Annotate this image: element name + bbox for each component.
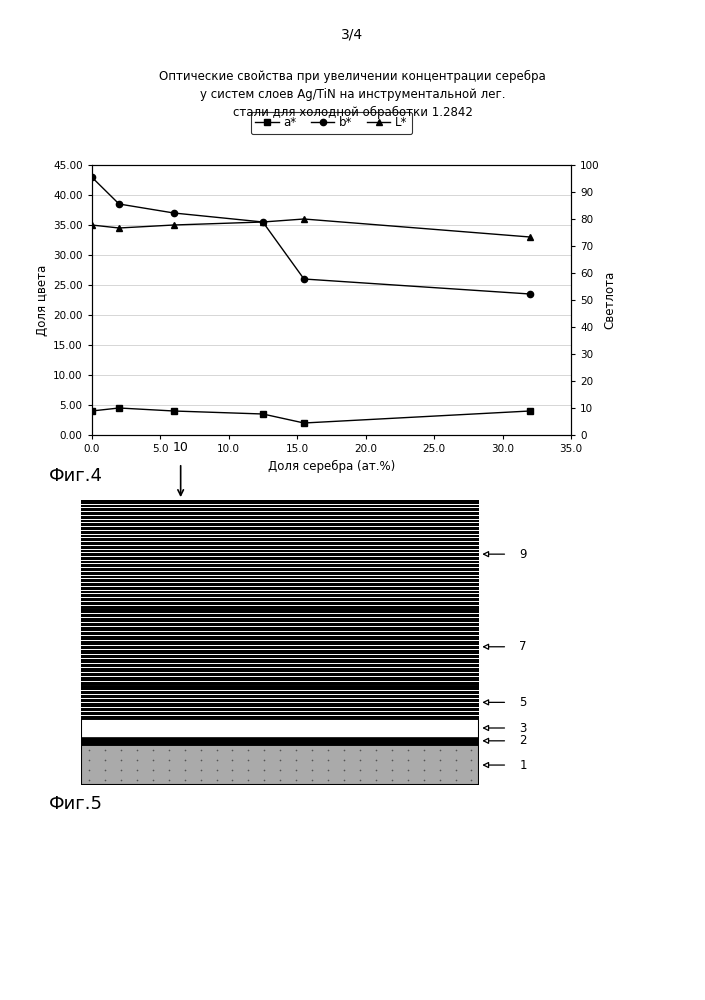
a*	[526, 405, 534, 417]
b*	[170, 207, 178, 219]
a*	[259, 408, 267, 420]
X-axis label: Доля серебра (ат.%): Доля серебра (ат.%)	[268, 460, 395, 473]
L*	[115, 222, 123, 234]
b*	[87, 171, 96, 183]
Text: Оптические свойства при увеличении концентрации серебра: Оптические свойства при увеличении конце…	[159, 70, 546, 83]
Text: 1: 1	[519, 759, 527, 772]
Text: стали для холодной обработки 1.2842: стали для холодной обработки 1.2842	[233, 106, 472, 119]
L*	[87, 219, 96, 231]
Bar	[81, 685, 479, 719]
b*	[300, 273, 308, 285]
Text: 5: 5	[519, 696, 527, 709]
b*	[259, 216, 267, 228]
Line: a*: a*	[89, 405, 533, 426]
L*	[170, 219, 178, 231]
Y-axis label: Доля цвета: Доля цвета	[36, 264, 49, 336]
Text: 2: 2	[519, 734, 527, 747]
Bar	[81, 745, 479, 785]
Text: у систем слоев Ag/TiN на инструментальной лег.: у систем слоев Ag/TiN на инструментально…	[200, 88, 505, 101]
b*	[115, 198, 123, 210]
L*	[259, 216, 267, 228]
Text: 7: 7	[519, 640, 527, 653]
Text: 3: 3	[519, 722, 527, 734]
b*	[526, 288, 534, 300]
Text: 3/4: 3/4	[341, 28, 364, 42]
Text: 9: 9	[519, 548, 527, 561]
Text: 10: 10	[173, 441, 189, 454]
Line: b*: b*	[89, 174, 533, 297]
a*	[300, 417, 308, 429]
a*	[87, 405, 96, 417]
L*	[526, 231, 534, 243]
Bar	[81, 500, 479, 608]
Line: L*: L*	[89, 216, 533, 240]
L*	[300, 213, 308, 225]
a*	[170, 405, 178, 417]
Y-axis label: Светлота: Светлота	[604, 271, 617, 329]
Text: Фиг.5: Фиг.5	[49, 795, 104, 813]
Legend: a*, b*, L*: a*, b*, L*	[250, 112, 412, 134]
Bar	[81, 719, 479, 737]
Text: Фиг.4: Фиг.4	[49, 467, 104, 485]
Bar	[81, 737, 479, 745]
Bar	[81, 608, 479, 685]
a*	[115, 402, 123, 414]
